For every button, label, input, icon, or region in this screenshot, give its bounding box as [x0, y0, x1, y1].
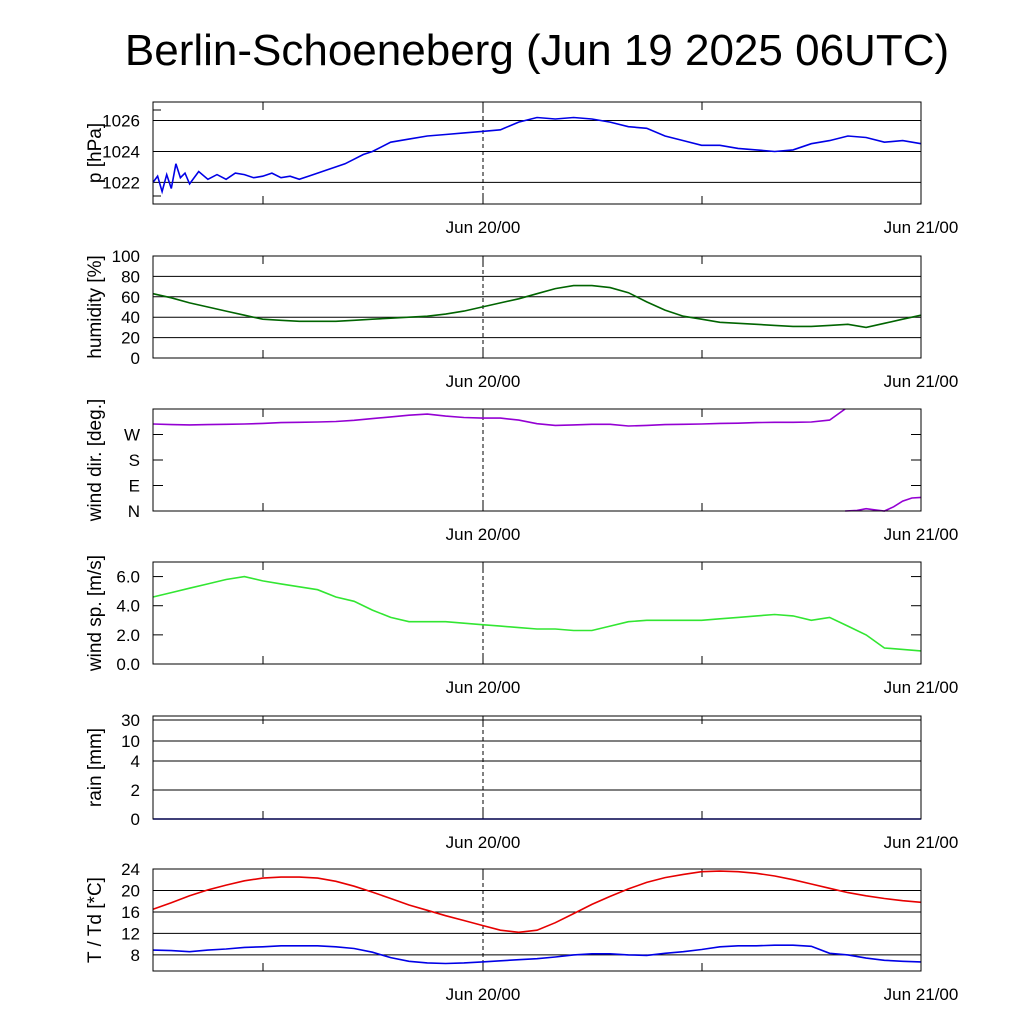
- y-tick-label: 12: [121, 924, 140, 943]
- x-tick-label: Jun 20/00: [446, 372, 521, 391]
- y-tick-label: 20: [121, 881, 140, 900]
- y-tick-label: 1026: [102, 112, 140, 131]
- y-axis-label: humidity [%]: [85, 255, 106, 358]
- plot-frame: [152, 868, 922, 972]
- y-tick-label: E: [129, 477, 140, 496]
- x-tick-label: Jun 20/00: [446, 525, 521, 544]
- y-tick-label: 100: [112, 247, 140, 266]
- plot-frame: [152, 255, 922, 359]
- x-tick-label: Jun 20/00: [446, 218, 521, 237]
- y-tick-label: 4: [131, 752, 140, 771]
- y-tick-label: 80: [121, 267, 140, 286]
- x-tick-label: Jun 20/00: [446, 833, 521, 852]
- y-tick-label: 60: [121, 288, 140, 307]
- x-tick-label: Jun 20/00: [446, 678, 521, 697]
- y-tick-label: 8: [131, 946, 140, 965]
- series-line-1: [152, 408, 846, 427]
- y-tick-label: 1022: [102, 173, 140, 192]
- plot-frame: [152, 101, 922, 205]
- x-tick-label: Jun 21/00: [884, 372, 959, 391]
- y-tick-label: 0: [131, 810, 140, 829]
- y-tick-label: 6.0: [116, 568, 140, 587]
- x-tick-label: Jun 21/00: [884, 218, 959, 237]
- y-tick-label: 1024: [102, 142, 140, 161]
- panel-1: 1022 1024 1026 Jun 20/00 Jun 21/00 p [hPa]: [85, 101, 959, 237]
- panel-6: 8 12 16 20 24 Jun 20/00 Jun 21/00 T / Td [*C]: [85, 860, 958, 1004]
- panel-4: 0.0 2.0 4.0 6.0 Jun 20/00 Jun 21/00 wind sp. […: [85, 555, 958, 697]
- y-tick-label: W: [124, 426, 140, 445]
- x-tick-label: Jun 21/00: [884, 833, 959, 852]
- x-tick-label: Jun 20/00: [446, 985, 521, 1004]
- y-axis-label: wind dir. [deg.]: [85, 399, 106, 523]
- y-tick-label: 2.0: [116, 626, 140, 645]
- y-axis-label: wind sp. [m/s]: [85, 555, 106, 672]
- y-tick-label: 24: [121, 860, 140, 879]
- y-tick-label: 2: [131, 781, 140, 800]
- series-line-1: [152, 116, 922, 195]
- panel-5: 0 2 410 30 Jun 20/00 Jun 21/00 rain [mm]: [85, 711, 958, 852]
- y-tick-label: 0.0: [116, 655, 140, 674]
- y-tick-label: 10: [121, 732, 140, 751]
- x-tick-label: Jun 21/00: [884, 525, 959, 544]
- y-tick-label: 4.0: [116, 597, 140, 616]
- series-line-1: [152, 870, 922, 934]
- y-tick-label: 40: [121, 308, 140, 327]
- plot-frame: [152, 561, 922, 665]
- x-tick-label: Jun 21/00: [884, 678, 959, 697]
- y-tick-label: S: [129, 451, 140, 470]
- series-line-2: [152, 944, 922, 965]
- y-axis-label: p [hPa]: [85, 123, 106, 183]
- plot-frame: [152, 408, 922, 512]
- y-tick-label: 0: [131, 349, 140, 368]
- y-axis-label: rain [mm]: [85, 728, 106, 807]
- y-tick-label: 16: [121, 903, 140, 922]
- y-tick-label: 20: [121, 329, 140, 348]
- series-line-2: [845, 496, 922, 512]
- y-tick-label: 30: [121, 711, 140, 730]
- chart-title: Berlin-Schoeneberg (Jun 19 2025 06UTC): [124, 26, 950, 75]
- x-tick-label: Jun 21/00: [884, 985, 959, 1004]
- series-line-1: [152, 575, 922, 652]
- y-tick-label: N: [128, 502, 140, 521]
- plot-frame: [152, 715, 922, 820]
- series-line-1: [152, 284, 922, 329]
- y-axis-label: T / Td [*C]: [85, 877, 106, 963]
